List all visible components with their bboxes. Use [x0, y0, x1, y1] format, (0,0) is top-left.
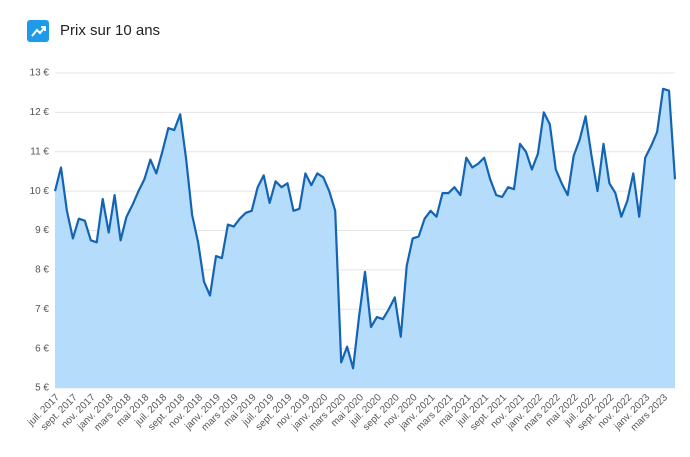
- y-tick-label: 10 €: [30, 186, 50, 197]
- area-fill: [55, 88, 675, 389]
- y-tick-label: 8 €: [35, 265, 49, 276]
- y-tick-label: 6 €: [35, 343, 49, 354]
- y-tick-label: 5 €: [35, 383, 49, 394]
- y-tick-label: 7 €: [35, 304, 49, 315]
- y-tick-label: 12 €: [30, 107, 50, 118]
- y-tick-label: 13 €: [30, 68, 50, 79]
- y-tick-label: 11 €: [30, 146, 49, 157]
- trend-icon: [31, 26, 46, 37]
- y-tick-label: 9 €: [35, 225, 49, 236]
- price-line: [53, 87, 677, 370]
- chart-title: Prix sur 10 ans: [60, 22, 160, 39]
